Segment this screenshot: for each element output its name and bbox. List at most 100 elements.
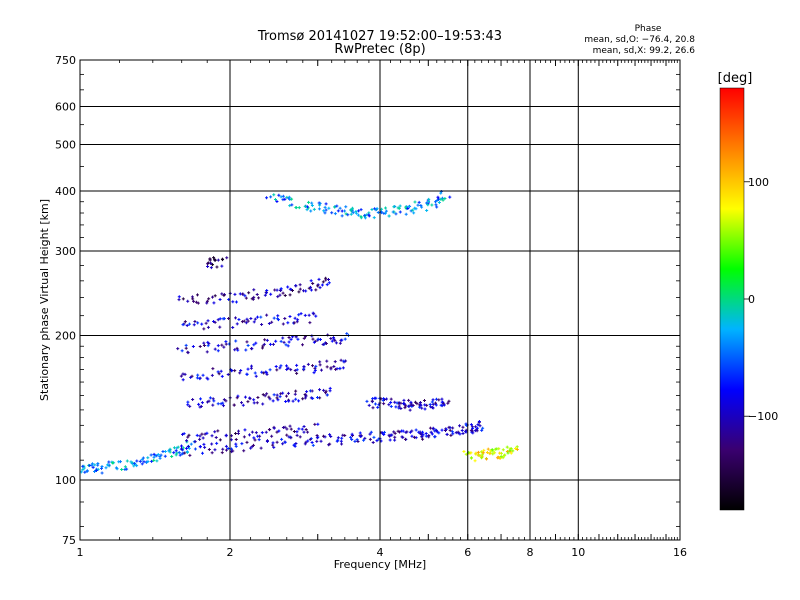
echo-point <box>312 340 316 344</box>
echo-point <box>323 205 327 209</box>
echo-point <box>301 343 305 347</box>
echo-point <box>281 194 285 198</box>
echo-point <box>239 369 243 373</box>
echo-point <box>279 364 283 368</box>
echo-point <box>283 316 287 320</box>
echo-point <box>300 427 304 431</box>
echo-point <box>222 398 226 402</box>
echo-point <box>255 315 259 319</box>
echo-point <box>357 209 361 213</box>
echo-point <box>358 431 362 435</box>
echo-point <box>403 406 407 410</box>
echo-point <box>269 292 273 296</box>
echo-point <box>146 459 150 463</box>
echo-point <box>297 290 301 294</box>
echo-point <box>255 401 259 405</box>
echo-point <box>293 444 297 448</box>
echo-point <box>187 446 191 450</box>
echo-point <box>411 404 415 408</box>
echo-point <box>259 315 263 319</box>
echo-point <box>150 459 154 463</box>
echo-point <box>221 447 225 451</box>
echo-point <box>346 213 350 217</box>
echo-point <box>297 399 301 403</box>
echo-point <box>125 467 129 471</box>
echo-point <box>181 323 185 327</box>
echo-point <box>297 427 301 431</box>
echo-point <box>234 339 238 343</box>
echo-point <box>258 434 262 438</box>
echo-point <box>324 208 328 212</box>
echo-point <box>235 346 239 350</box>
echo-point <box>427 434 431 438</box>
echo-point <box>315 434 319 438</box>
echo-point <box>435 205 439 209</box>
echo-point <box>191 397 195 401</box>
echo-point <box>237 429 241 433</box>
echo-point <box>222 345 226 349</box>
echo-point <box>480 453 484 457</box>
echo-point <box>177 295 181 299</box>
echo-point <box>209 266 213 270</box>
echo-point <box>473 459 477 463</box>
echo-point <box>367 214 371 218</box>
echo-point <box>430 400 434 404</box>
echo-point <box>314 288 318 292</box>
echo-point <box>132 464 136 468</box>
echo-point <box>212 256 216 260</box>
echo-point <box>359 208 363 212</box>
echo-point <box>318 360 322 364</box>
echo-point <box>205 301 209 305</box>
echo-point <box>243 395 247 399</box>
echo-point <box>254 431 258 435</box>
echo-point <box>302 430 306 434</box>
echo-point <box>252 401 256 405</box>
echo-point <box>297 206 301 210</box>
echo-point <box>214 436 218 440</box>
echo-point <box>343 209 347 213</box>
echo-point <box>250 430 254 434</box>
colorbar-ticks: 100 0 −100 <box>744 176 778 423</box>
echo-point <box>353 439 357 443</box>
echo-point <box>479 450 483 454</box>
echo-point <box>340 338 344 342</box>
echo-point <box>183 451 187 455</box>
echo-point <box>199 404 203 408</box>
echo-point <box>207 399 211 403</box>
y-axis-label: Stationary phase Virtual Height [km] <box>38 199 51 401</box>
echo-point <box>183 320 187 324</box>
echo-point <box>196 301 200 305</box>
echo-point <box>296 337 300 341</box>
echo-point <box>339 358 343 362</box>
echo-point <box>132 462 136 466</box>
echo-point <box>249 347 253 351</box>
echo-point <box>418 432 422 436</box>
echo-point <box>236 394 240 398</box>
echo-point <box>261 393 265 397</box>
echo-point <box>220 264 224 268</box>
y-tick-label: 750 <box>55 54 76 67</box>
echo-point <box>317 277 321 281</box>
echo-point <box>304 393 308 397</box>
echo-point <box>213 347 217 351</box>
echo-point <box>208 261 212 265</box>
echo-point <box>330 339 334 343</box>
echo-point <box>294 205 298 209</box>
echo-point <box>359 435 363 439</box>
echo-point <box>323 211 327 215</box>
echo-point <box>293 368 297 372</box>
echo-point <box>469 451 473 455</box>
echo-point <box>152 452 156 456</box>
echo-point <box>265 313 269 317</box>
echo-point <box>289 337 293 341</box>
echo-point <box>318 201 322 205</box>
echo-point <box>491 452 495 456</box>
echo-point <box>224 434 228 438</box>
echo-point <box>319 439 323 443</box>
echo-point <box>311 282 315 286</box>
echo-point <box>222 404 226 408</box>
echo-point <box>321 434 325 438</box>
echo-point <box>81 464 85 468</box>
echo-point <box>376 405 380 409</box>
echo-point <box>196 321 200 325</box>
